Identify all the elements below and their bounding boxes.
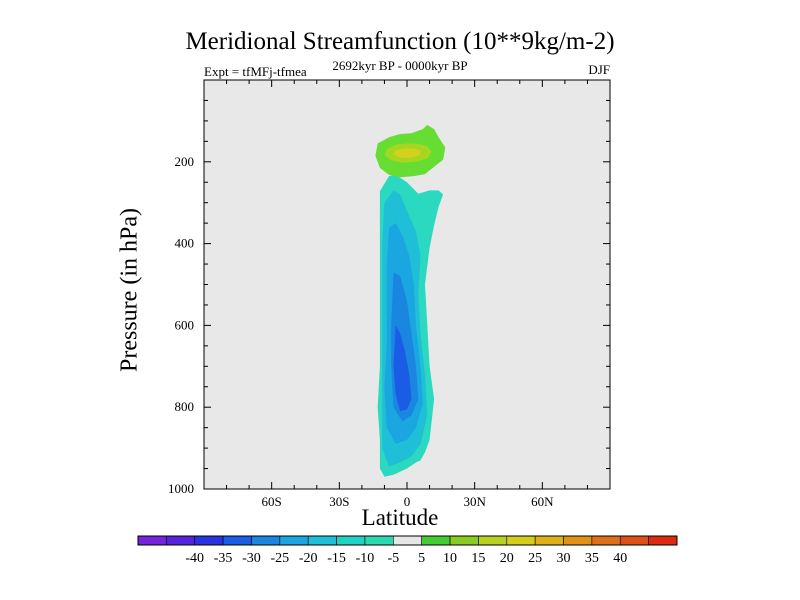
colorbar-label: -5	[387, 551, 399, 566]
colorbar-swatch	[194, 535, 224, 546]
colorbar-label: -35	[214, 551, 233, 566]
x-tick-label: 0	[404, 494, 411, 509]
x-tick-label: 60N	[531, 494, 554, 509]
contour-region-positive-cell-15	[393, 148, 421, 158]
colorbar-swatch	[506, 535, 536, 546]
y-tick-label: 400	[175, 236, 195, 251]
colorbar-swatch	[619, 535, 649, 546]
axes: 60S 30S 0 30N 60N 200 400 600 800 1000	[168, 79, 611, 509]
x-axis-label: Latitude	[361, 505, 439, 530]
colorbar-label: 25	[528, 551, 542, 566]
colorbar-swatch	[222, 535, 252, 546]
colorbar-swatch	[449, 535, 479, 546]
colorbar-label: -10	[356, 551, 375, 566]
colorbar-swatch	[591, 535, 621, 546]
colorbar: -40 -35 -30 -25 -20 -15 -10 -5 5 10 15 20 25 30 35 40	[137, 535, 678, 566]
colorbar-label: -20	[299, 551, 318, 566]
colorbar-label: 5	[418, 551, 425, 566]
x-tick-label: 30N	[463, 494, 486, 509]
colorbar-label: 30	[557, 551, 571, 566]
colorbar-label: -30	[242, 551, 261, 566]
plot-area	[204, 80, 610, 489]
time-range-label: 2692kyr BP - 0000kyr BP	[332, 58, 468, 73]
colorbar-swatch	[563, 535, 593, 546]
colorbar-label: 15	[471, 551, 485, 566]
colorbar-swatch	[279, 535, 309, 546]
colorbar-swatch	[534, 535, 564, 546]
colorbar-label: 35	[585, 551, 599, 566]
contour-region-negative-cell-30	[393, 325, 412, 412]
colorbar-frame	[137, 535, 678, 546]
colorbar-swatch	[648, 535, 678, 546]
season-label: DJF	[588, 62, 610, 77]
colorbar-swatch	[166, 535, 196, 546]
colorbar-swatch	[307, 535, 337, 546]
y-tick-label: 200	[175, 154, 195, 169]
colorbar-swatch	[421, 535, 451, 546]
colorbar-swatch	[251, 535, 281, 546]
colorbar-label: -15	[327, 551, 346, 566]
colorbar-label: 10	[443, 551, 457, 566]
colorbar-label: -40	[185, 551, 204, 566]
y-tick-label: 800	[175, 399, 195, 414]
experiment-label: Expt = tfMFj-tfmea	[204, 64, 307, 79]
colorbar-swatch	[137, 535, 167, 546]
colorbar-label: 20	[500, 551, 514, 566]
x-tick-label: 60S	[262, 494, 282, 509]
colorbar-label: -25	[271, 551, 290, 566]
x-tick-label: 30S	[329, 494, 349, 509]
colorbar-swatch	[393, 535, 422, 546]
chart-title: Meridional Streamfunction (10**9kg/m-2)	[185, 28, 615, 55]
colorbar-swatch	[478, 535, 508, 546]
colorbar-swatch	[336, 535, 366, 546]
y-tick-label: 1000	[168, 481, 194, 496]
colorbar-swatch	[364, 535, 394, 546]
colorbar-label: 40	[613, 551, 627, 566]
y-tick-label: 600	[175, 317, 195, 332]
